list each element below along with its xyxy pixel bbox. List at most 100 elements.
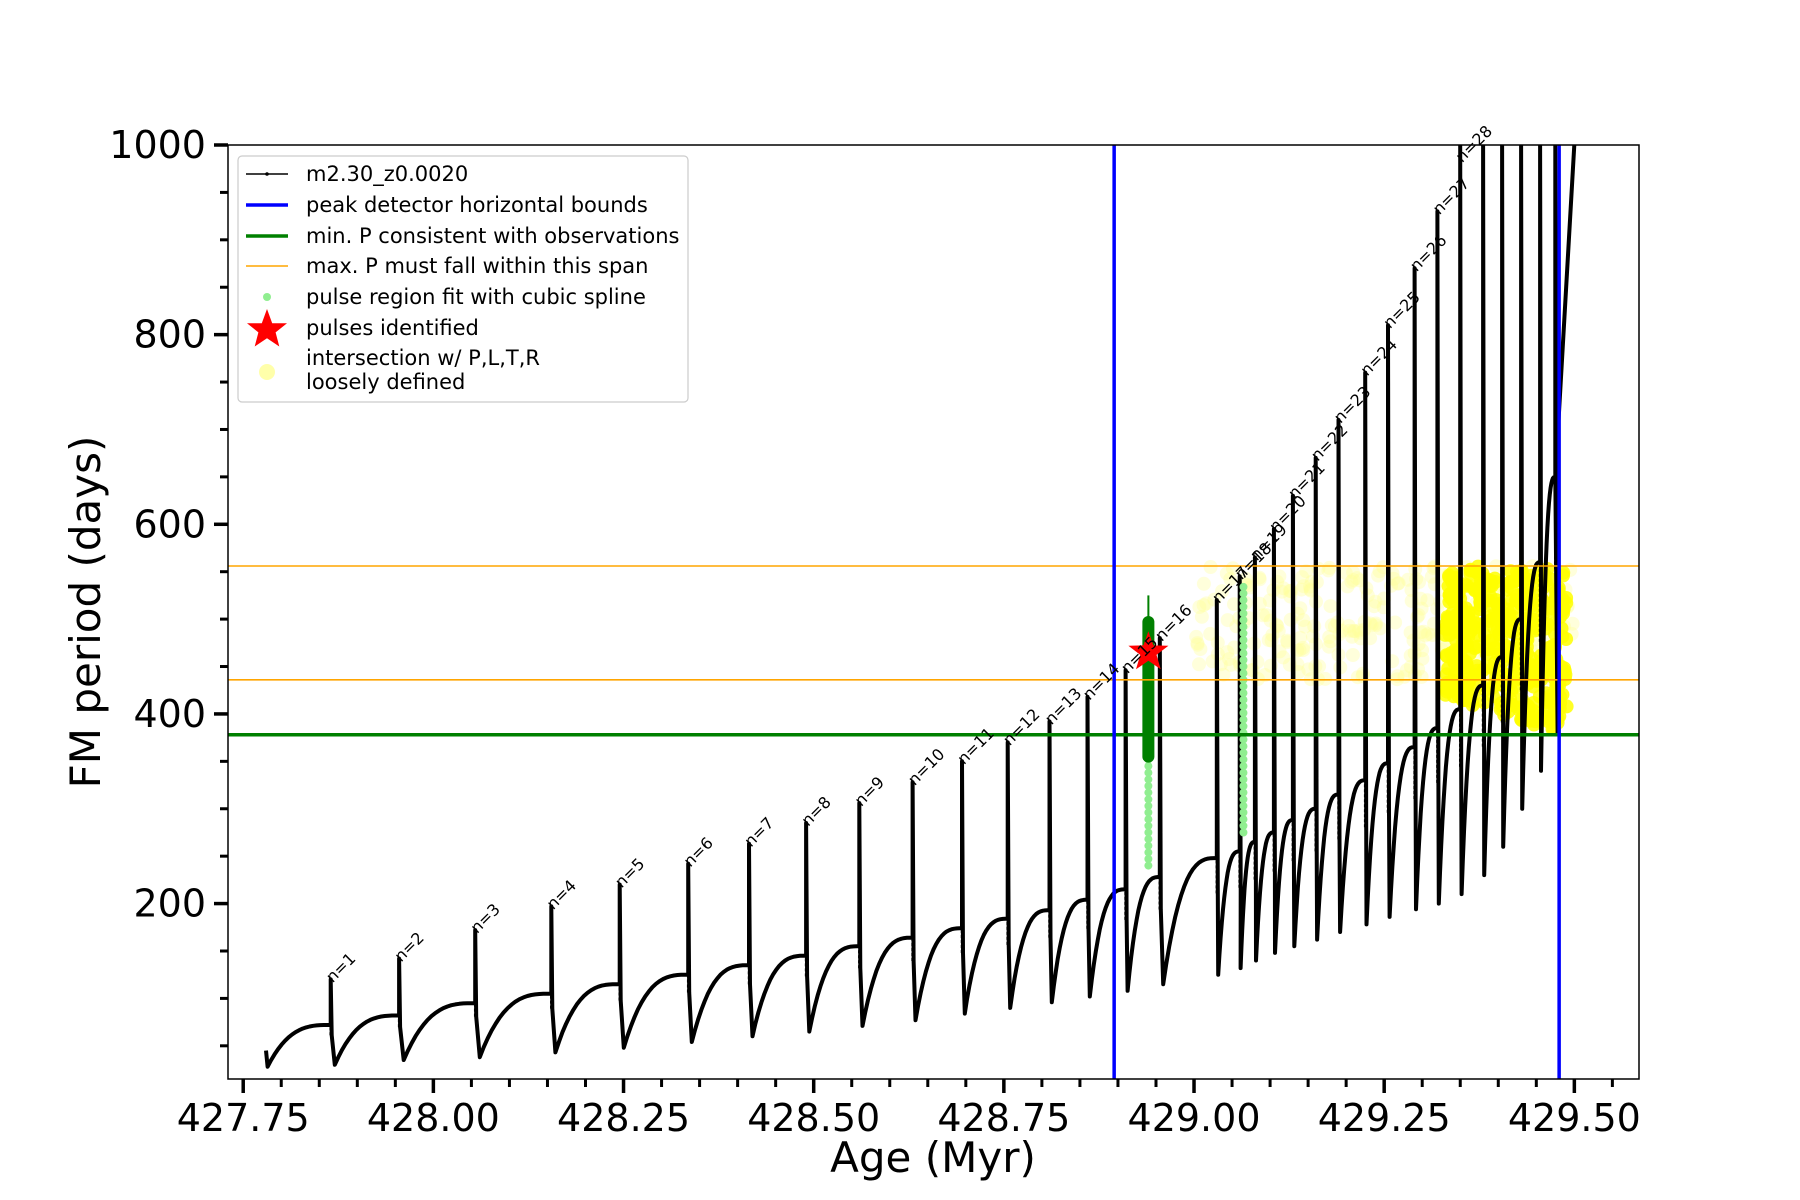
intersection-point	[1322, 560, 1337, 575]
intersection-point	[1373, 621, 1388, 636]
intersection-point	[1559, 591, 1574, 605]
spline-point	[1144, 848, 1153, 857]
intersection-point	[1415, 651, 1430, 666]
intersection-point	[1470, 639, 1485, 654]
intersection-point	[1301, 662, 1316, 677]
spline-point	[1239, 742, 1248, 751]
spline-point	[1239, 808, 1248, 817]
x-tick-label: 428.75	[937, 1096, 1070, 1140]
spline-point	[1144, 801, 1153, 810]
intersection-point	[1276, 581, 1291, 596]
axis-ticks: 427.75 428.00 428.25 428.50 428.75 429.00 429.…	[109, 123, 1641, 1140]
legend-swatch-intersection	[259, 364, 275, 380]
spline-point	[1239, 669, 1248, 678]
legend-swatch-spline	[263, 293, 271, 301]
intersection-point	[1190, 636, 1205, 651]
spline-point	[1239, 616, 1248, 625]
spline-point	[1239, 655, 1248, 664]
legend-label-spline: pulse region fit with cubic spline	[306, 285, 646, 309]
intersection-point	[1274, 584, 1289, 599]
spline-point	[1239, 622, 1248, 631]
legend-label-blue: peak detector horizontal bounds	[306, 193, 648, 217]
intersection-point	[1227, 597, 1241, 612]
spline-point	[1239, 695, 1248, 704]
intersection-point	[1346, 565, 1361, 580]
intersection-point	[1256, 608, 1270, 623]
spline-point	[1239, 815, 1248, 824]
spline-point	[1239, 762, 1248, 771]
reference-lines	[228, 145, 1639, 1079]
intersection-point	[1323, 599, 1338, 614]
intersection-point	[1322, 639, 1336, 654]
intersection-point	[1250, 654, 1265, 669]
intersection-point	[1494, 696, 1508, 711]
intersection-point	[1345, 629, 1360, 644]
intersection-point	[1189, 629, 1204, 644]
intersection-point	[1293, 630, 1308, 645]
intersection-point	[1215, 584, 1230, 599]
intersection-point	[1483, 573, 1498, 588]
spline-point	[1239, 702, 1248, 711]
intersection-point	[1368, 594, 1383, 609]
legend-label-star: pulses identified	[306, 316, 479, 340]
intersection-point	[1371, 568, 1386, 583]
intersection-point	[1438, 687, 1453, 702]
intersection-point	[1194, 609, 1209, 624]
intersection-point	[1459, 657, 1474, 672]
intersection-point	[1350, 571, 1364, 586]
intersection-point	[1220, 645, 1235, 660]
intersection-point	[1216, 667, 1231, 682]
spline-point	[1239, 828, 1248, 837]
spline-point	[1239, 755, 1248, 764]
intersection-point	[1295, 640, 1310, 655]
intersection-point	[1296, 643, 1311, 658]
spline-point	[1144, 821, 1153, 830]
intersection-point	[1504, 574, 1519, 589]
spline-point	[1144, 841, 1153, 850]
intersection-point	[1295, 570, 1310, 585]
intersection-point	[1294, 582, 1309, 597]
intersection-point	[1424, 569, 1439, 584]
x-tick-label: 429.50	[1508, 1096, 1641, 1140]
intersection-point	[1360, 588, 1375, 603]
y-tick-label: 200	[133, 882, 206, 926]
spline-point	[1144, 768, 1153, 777]
y-tick-label: 1000	[109, 123, 206, 167]
intersection-point	[1416, 624, 1431, 639]
intersection-point	[1324, 618, 1339, 633]
y-tick-label: 400	[133, 692, 206, 736]
x-tick-label: 428.00	[367, 1096, 500, 1140]
legend-frame	[237, 155, 689, 403]
intersection-point	[1342, 623, 1357, 638]
intersection-point	[1420, 627, 1435, 642]
spline-point	[1239, 748, 1248, 757]
intersection-point	[1220, 613, 1235, 628]
y-axis-label: FM period (days)	[61, 436, 110, 789]
intersection-point	[1347, 624, 1362, 639]
intersection-point	[1390, 576, 1405, 591]
legend-label-series: m2.30_z0.0020	[306, 162, 468, 187]
spline-point	[1239, 642, 1248, 651]
intersection-point	[1196, 576, 1211, 591]
intersection-point	[1225, 561, 1240, 576]
x-axis-label: Age (Myr)	[830, 1133, 1036, 1182]
intersection-point	[1338, 566, 1353, 581]
intersection-point	[1299, 564, 1314, 579]
spline-point	[1144, 815, 1153, 824]
plot-area	[228, 145, 1639, 1079]
intersection-point	[1276, 650, 1291, 665]
intersection-point	[1440, 649, 1455, 664]
spline-point	[1144, 788, 1153, 797]
spline-point	[1239, 682, 1248, 691]
intersection-point	[1223, 572, 1238, 586]
spline-point	[1239, 596, 1248, 605]
spline-point	[1239, 609, 1248, 618]
intersection-point	[1223, 657, 1238, 672]
legend: m2.30_z0.0020 peak detector horizontal b…	[237, 155, 689, 403]
series-m2-30	[264, 145, 1577, 1069]
intersection-point	[1559, 699, 1574, 714]
spline-point	[1144, 808, 1153, 817]
intersection-point	[1364, 618, 1379, 633]
spline-point	[1239, 782, 1248, 790]
